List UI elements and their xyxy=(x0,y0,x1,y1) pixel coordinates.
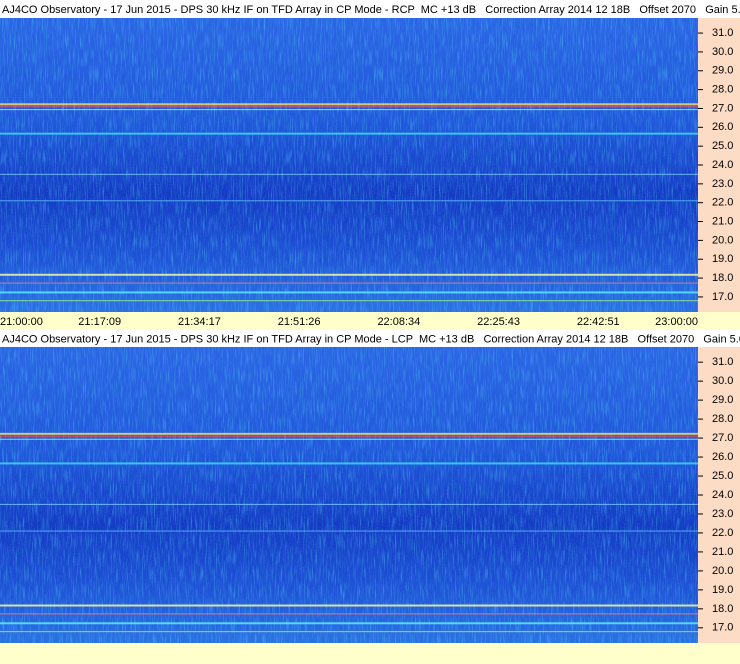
spectral-streak xyxy=(0,200,698,202)
y-axis-panel xyxy=(698,347,740,643)
spectral-streak xyxy=(0,462,698,465)
x-tick-label: 22:25:43 xyxy=(477,316,520,328)
x-tick-label: 22:08:34 xyxy=(377,316,420,328)
spectral-streak xyxy=(0,438,698,440)
title-bar xyxy=(0,330,740,347)
spectrogram-noise xyxy=(0,18,698,312)
y-tick-label: 19.0 xyxy=(712,253,733,265)
y-axis-panel xyxy=(698,18,740,312)
y-tick-label: 29.0 xyxy=(712,394,733,406)
y-tick-label: 29.0 xyxy=(712,65,733,77)
y-tick-label: 23.0 xyxy=(712,508,733,520)
panel-title: AJ4CO Observatory - 17 Jun 2015 - DPS 30… xyxy=(2,4,740,16)
y-tick-label: 17.0 xyxy=(712,622,733,634)
y-tick-label: 28.0 xyxy=(712,413,733,425)
y-tick-label: 18.0 xyxy=(712,272,733,284)
x-axis-panel xyxy=(0,312,740,330)
panel-title: AJ4CO Observatory - 17 Jun 2015 - DPS 30… xyxy=(2,333,740,345)
spectral-streak xyxy=(0,435,698,437)
y-tick-label: 17.0 xyxy=(712,291,733,303)
y-tick-label: 22.0 xyxy=(712,527,733,539)
x-tick-label: 21:17:09 xyxy=(78,316,121,328)
title-bar xyxy=(0,0,740,18)
y-tick-label: 30.0 xyxy=(712,375,733,387)
y-tick-label: 27.0 xyxy=(712,102,733,114)
spectral-streak xyxy=(0,530,698,532)
spectral-streak xyxy=(0,291,698,294)
spectral-streak xyxy=(0,503,698,505)
spectral-streak xyxy=(0,631,698,633)
spectral-streak xyxy=(0,132,698,135)
y-tick-label: 24.0 xyxy=(712,159,733,171)
y-tick-label: 26.0 xyxy=(712,121,733,133)
spectral-streak xyxy=(0,432,698,435)
y-tick-label: 23.0 xyxy=(712,178,733,190)
y-tick-label: 25.0 xyxy=(712,140,733,152)
spectral-streak xyxy=(0,109,698,111)
y-tick-label: 31.0 xyxy=(712,356,733,368)
y-tick-label: 27.0 xyxy=(712,432,733,444)
spectral-streak xyxy=(0,103,698,106)
spectral-streak xyxy=(0,273,698,276)
y-tick-label: 26.0 xyxy=(712,451,733,463)
spectral-streak xyxy=(0,622,698,625)
spectral-streak xyxy=(0,106,698,108)
y-tick-label: 21.0 xyxy=(712,215,733,227)
y-tick-label: 18.0 xyxy=(712,603,733,615)
spectral-streak xyxy=(0,300,698,302)
x-tick-label: 21:00:00 xyxy=(0,316,43,328)
spectral-streak xyxy=(0,613,698,615)
x-tick-label: 22:42:51 xyxy=(577,316,620,328)
y-tick-label: 20.0 xyxy=(712,234,733,246)
y-tick-label: 21.0 xyxy=(712,546,733,558)
y-tick-label: 19.0 xyxy=(712,584,733,596)
spectral-streak xyxy=(0,604,698,607)
y-tick-label: 28.0 xyxy=(712,84,733,96)
spectrogram-noise xyxy=(0,347,698,643)
x-tick-label: 21:34:17 xyxy=(178,316,221,328)
x-tick-label: 23:00:00 xyxy=(655,316,698,328)
y-tick-label: 22.0 xyxy=(712,197,733,209)
x-axis-panel xyxy=(0,643,740,664)
spectral-streak xyxy=(0,173,698,175)
x-tick-label: 21:51:26 xyxy=(278,316,321,328)
y-tick-label: 30.0 xyxy=(712,46,733,58)
y-tick-label: 24.0 xyxy=(712,489,733,501)
y-tick-label: 20.0 xyxy=(712,565,733,577)
y-tick-label: 31.0 xyxy=(712,27,733,39)
spectral-streak xyxy=(0,282,698,284)
y-tick-label: 25.0 xyxy=(712,470,733,482)
